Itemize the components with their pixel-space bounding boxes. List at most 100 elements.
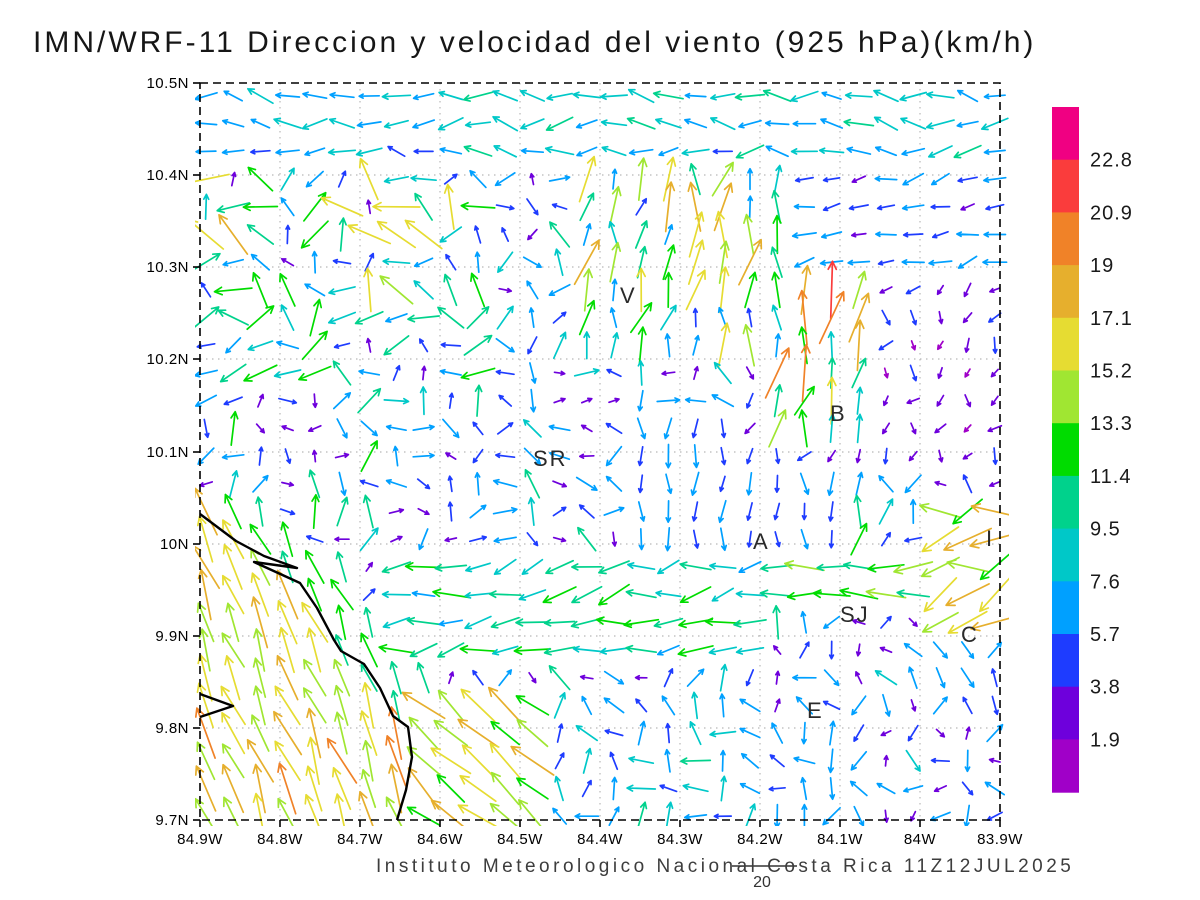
wind-arrow [637,360,645,386]
colorbar-label: 5.7 [1090,624,1121,646]
wind-arrow [664,181,676,233]
colorbar-cell [1052,212,1079,266]
wind-arrow [735,144,765,159]
wind-arrow [358,369,381,376]
wind-arrow [938,449,944,463]
wind-arrow [691,501,699,522]
wind-arrow [689,721,702,746]
wind-arrow [412,119,436,129]
colorbar-label: 11.4 [1090,466,1131,488]
wind-arrow [580,424,593,433]
city-label-SJ: SJ [840,602,870,627]
wind-arrow [496,422,514,435]
wind-arrow [909,309,918,326]
wind-arrow [489,742,521,779]
wind-arrow [416,478,431,490]
wind-arrow [381,590,412,599]
wind-arrow [246,738,275,783]
wind-arrow [464,121,492,128]
wind-arrow [306,707,322,759]
wind-arrow [717,499,727,524]
wind-arrow [829,776,836,801]
wind-arrow [903,785,924,793]
wind-arrow [376,220,417,249]
wind-arrow [988,757,1001,764]
wind-arrow [219,363,247,383]
wind-arrow [827,748,835,774]
wind-arrow [526,198,539,216]
wind-arrow [827,449,837,463]
city-label-C: C [961,622,979,647]
wind-arrow [637,445,644,467]
wind-arrow [769,754,785,768]
wind-arrow [333,684,349,726]
wind-arrow [793,203,816,210]
wind-arrow [742,323,756,367]
wind-arrow [333,342,351,349]
wind-arrow [773,164,783,194]
x-tick-label: 84.3W [657,831,703,848]
wind-arrow [552,807,568,825]
y-tick-label: 9.9N [155,628,189,645]
wind-arrow [882,693,891,717]
wind-arrow [473,225,482,244]
wind-arrow [407,314,441,323]
wind-arrow [436,774,466,803]
colorbar-cell [1052,475,1079,530]
wind-arrow [513,646,552,656]
wind-arrow [553,397,566,404]
wind-arrow [306,577,323,612]
wind-arrow [738,119,762,129]
wind-arrow [583,331,591,360]
city-label-I: I [986,526,994,551]
wind-arrow [856,386,864,415]
wind-arrow [773,803,781,826]
wind-arrow [413,257,434,268]
wind-arrow [448,392,455,409]
wind-arrow [792,120,817,127]
wind-arrow [801,502,807,521]
wind-arrow [709,730,737,738]
wind-arrow [301,118,328,130]
wind-arrow [578,453,595,459]
wind-arrow [357,387,382,414]
wind-arrow [336,496,349,527]
wind-arrow [739,698,761,713]
wind-arrow [243,364,278,382]
wind-arrow [572,91,602,99]
wind-arrow [771,722,784,744]
wind-arrow [627,88,655,104]
colorbar-cell [1052,528,1079,582]
y-tick-label: 10.3N [146,259,189,276]
wind-arrow [964,368,971,378]
wind-arrow [783,560,825,572]
wind-arrow [218,214,249,255]
wind-arrow [497,251,514,273]
axis-layer: 84.9W 84.8W 84.7W 84.6W 84.5W 84.4W 84.3W 84.2W… [146,75,1022,848]
colorbar-label: 13.3 [1090,413,1133,435]
wind-arrow [493,558,517,576]
wind-arrow [637,501,646,522]
wind-arrow [745,803,757,826]
wind-arrow [960,203,975,211]
colorbar-cell [1052,686,1079,740]
wind-arrow [328,286,356,296]
wind-arrow [851,175,867,184]
x-tick-label: 84.9W [177,831,223,848]
wind-arrow [579,192,595,222]
wind-arrow [529,172,535,186]
wind-arrow [333,658,351,697]
wind-arrow [388,706,403,761]
wind-arrow [545,559,575,575]
colorbar-label: 15.2 [1090,361,1133,383]
wind-arrow [274,740,301,782]
wind-arrow [202,193,210,221]
wind-arrow [457,804,498,826]
wind-arrow [305,765,323,812]
wind-arrow [878,475,894,493]
wind-arrow [195,173,230,183]
wind-arrow [520,147,545,154]
wind-arrow [578,155,597,203]
wind-arrow [285,224,291,245]
wind-arrow [828,529,835,549]
